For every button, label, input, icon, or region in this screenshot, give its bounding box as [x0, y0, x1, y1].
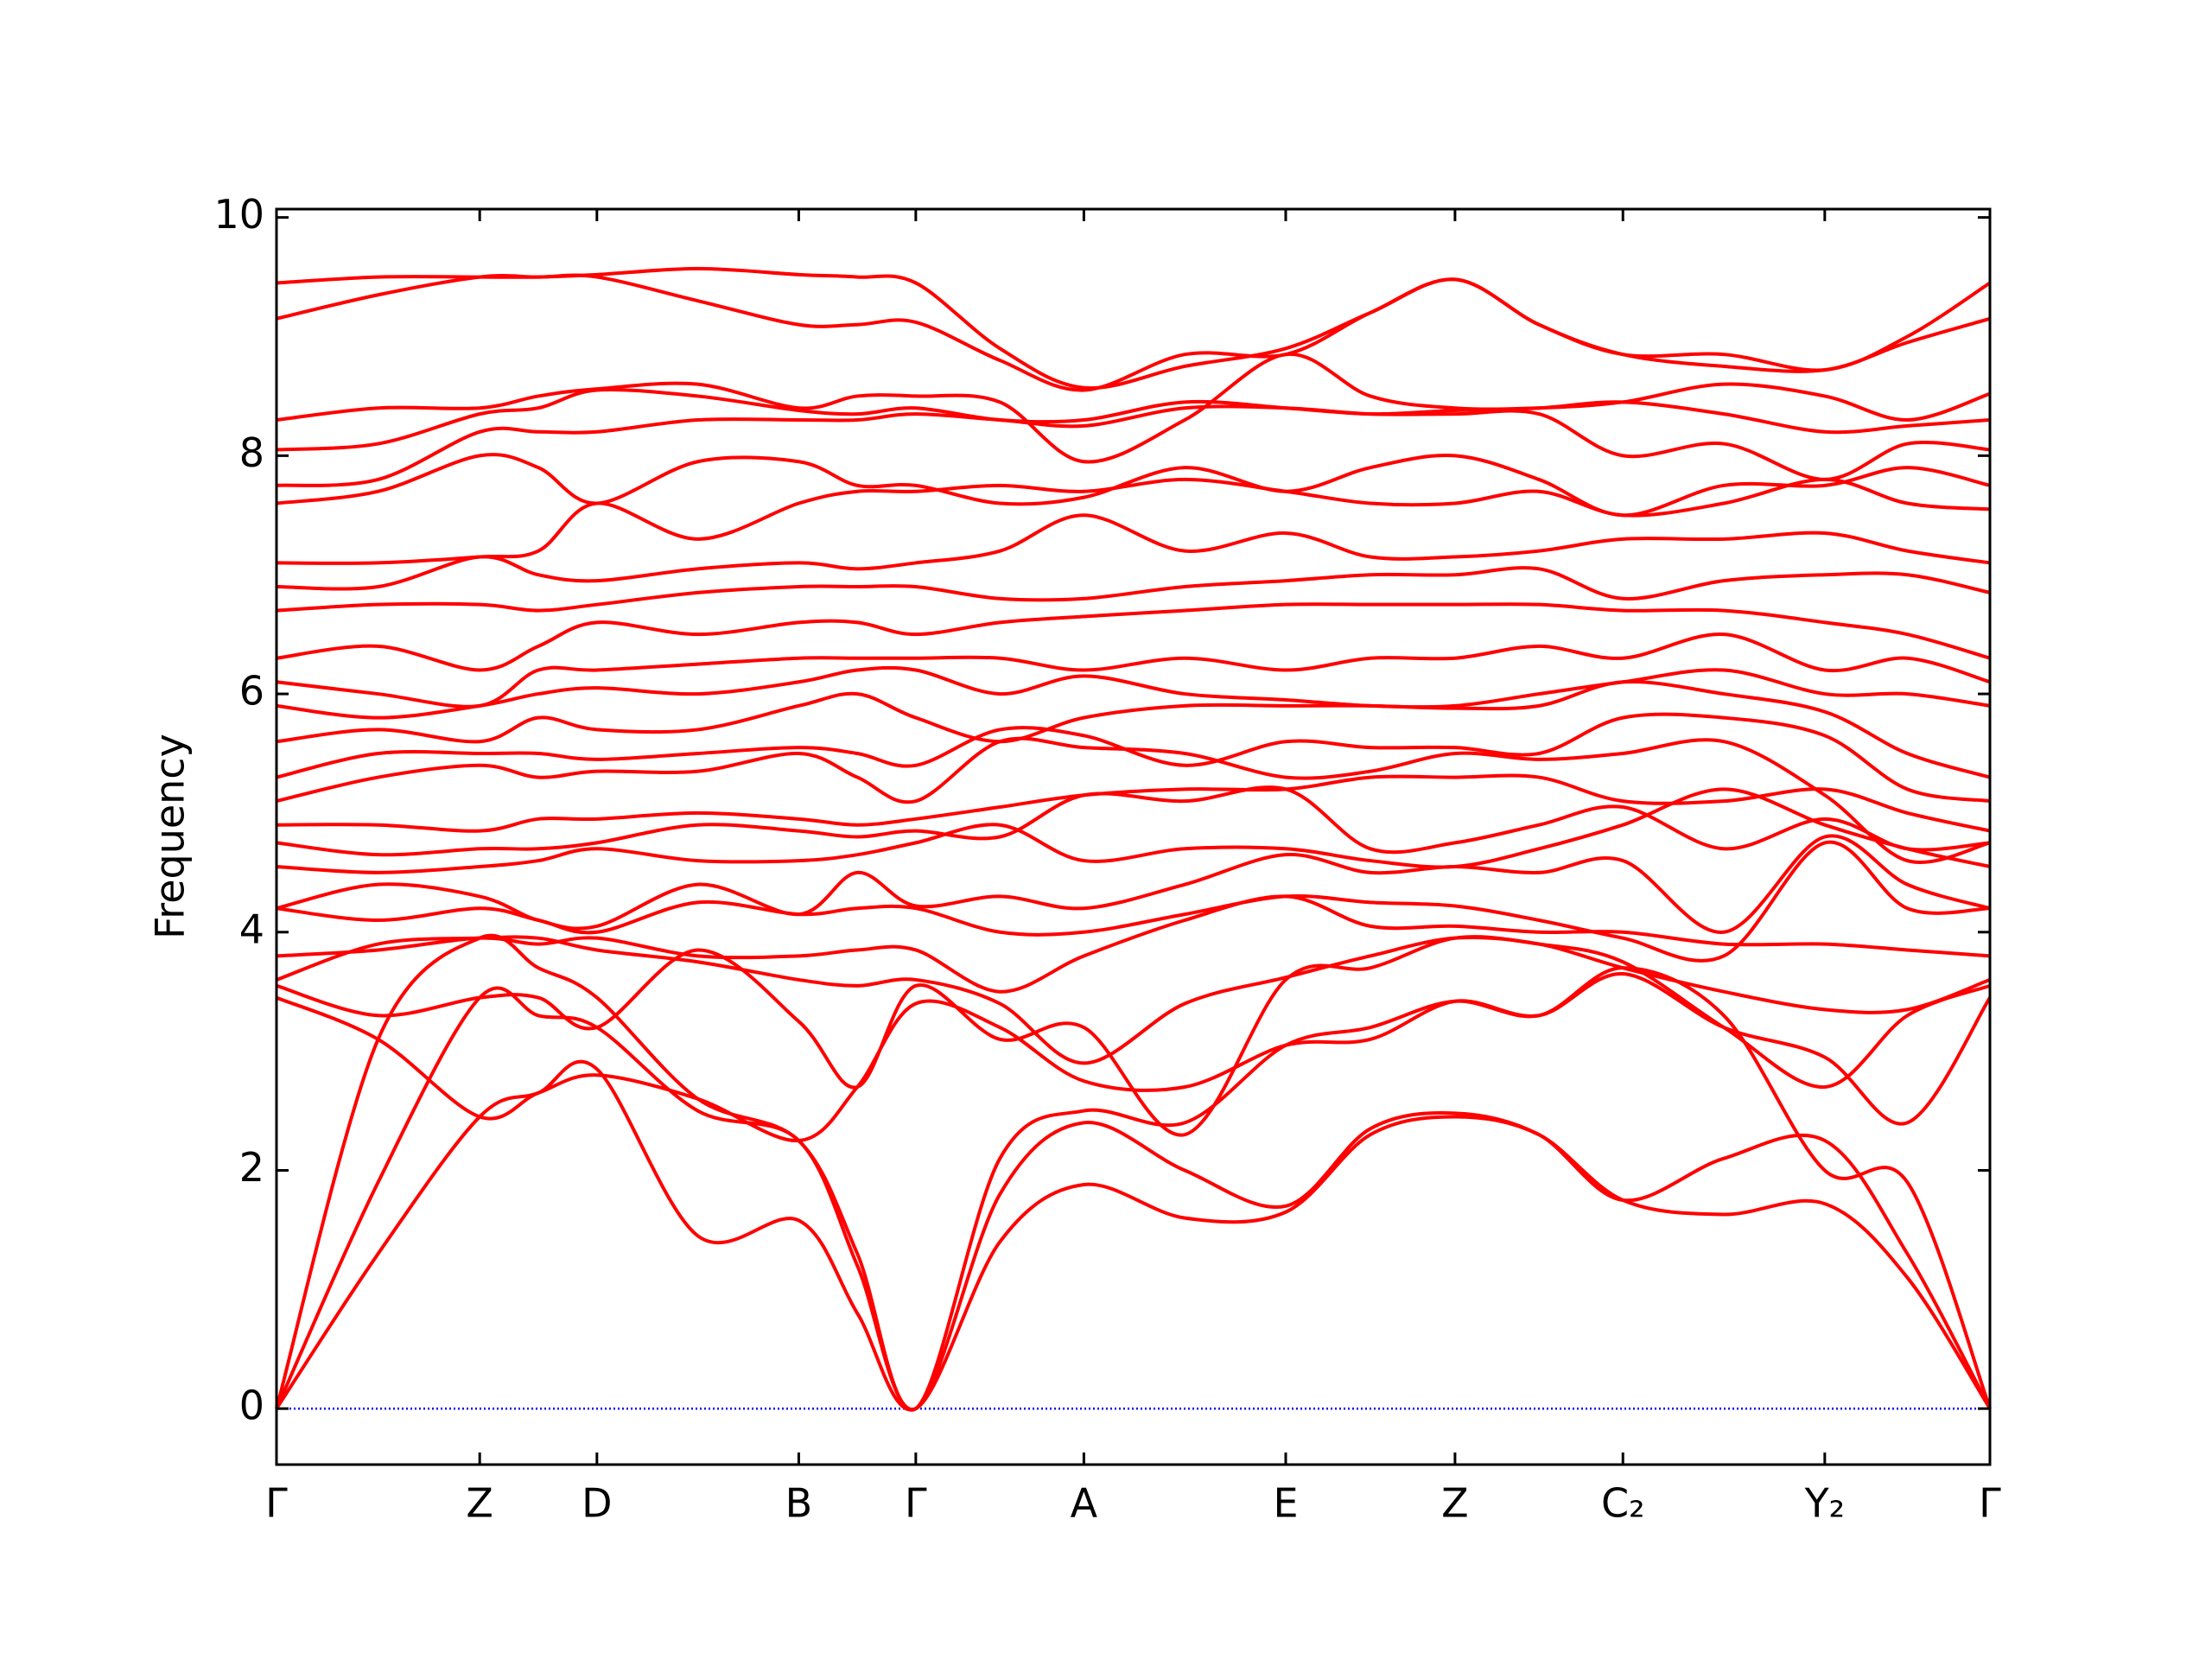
band-line	[276, 266, 1992, 391]
band-line	[276, 787, 1991, 874]
plot-frame	[275, 207, 1992, 1466]
x-tick-label: Γ	[265, 1480, 288, 1527]
x-tick-label: Y₂	[1804, 1480, 1846, 1527]
y-tick-label: 4	[239, 906, 264, 952]
x-tick-label: B	[785, 1480, 813, 1527]
y-tick-label: 8	[239, 429, 264, 476]
x-tick-label: E	[1273, 1480, 1298, 1527]
band-line	[276, 387, 1991, 452]
band-line	[276, 632, 1991, 709]
band-line	[276, 785, 1991, 857]
band-line	[276, 352, 1991, 464]
x-tick-label: Γ	[905, 1480, 927, 1527]
band-line	[276, 972, 1992, 1143]
band-line	[276, 602, 1991, 672]
y-tick-label: 2	[239, 1144, 264, 1191]
band-line	[276, 453, 1991, 518]
band-line	[275, 1059, 1992, 1412]
band-line	[276, 513, 1991, 591]
band-line	[275, 933, 1992, 1412]
band-line	[276, 712, 1991, 804]
band-line	[276, 566, 1991, 613]
x-tick-label: Γ	[1979, 1480, 2001, 1527]
band-line	[276, 736, 1991, 864]
band-line	[276, 679, 1991, 779]
x-tick-label: Z	[1441, 1480, 1469, 1527]
x-tick-label: A	[1071, 1480, 1098, 1527]
x-tick-label: D	[582, 1480, 612, 1527]
band-line	[276, 477, 1991, 565]
x-tick-label: C₂	[1601, 1480, 1645, 1527]
band-line	[276, 935, 1991, 1137]
y-tick-label: 10	[213, 191, 264, 238]
band-line	[276, 834, 1991, 934]
x-tick-label: Z	[466, 1480, 493, 1527]
y-axis-label: Frequency	[147, 734, 194, 939]
y-tick-label: 0	[239, 1382, 264, 1429]
band-line	[276, 894, 1991, 994]
band-line	[276, 935, 1991, 1065]
band-line	[276, 273, 1991, 392]
y-tick-label: 6	[239, 668, 264, 715]
band-line	[276, 773, 1991, 833]
band-line	[276, 665, 1991, 720]
band-line	[275, 986, 1992, 1412]
band-line	[276, 404, 1991, 487]
